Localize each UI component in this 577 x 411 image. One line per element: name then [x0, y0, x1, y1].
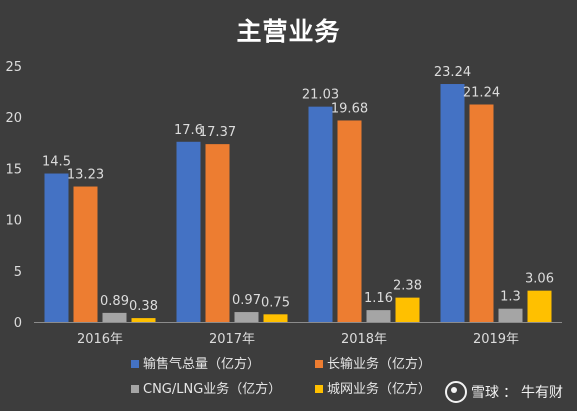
x-tick-label: 2019年	[473, 332, 519, 347]
legend-swatch	[131, 385, 139, 393]
bar	[234, 312, 259, 322]
y-tick-label: 10	[5, 214, 22, 229]
data-label: 0.75	[261, 295, 290, 310]
bar	[131, 318, 156, 322]
data-label: 0.97	[232, 293, 261, 308]
legend-swatch	[315, 385, 323, 393]
data-label: 19.68	[331, 101, 368, 116]
data-label: 21.03	[302, 88, 339, 103]
legend-swatch	[131, 360, 139, 368]
data-label: 0.89	[100, 294, 129, 309]
x-tick-label: 2016年	[77, 332, 123, 347]
data-label: 13.23	[67, 168, 104, 183]
data-label: 3.06	[525, 272, 554, 287]
legend-label: 输售气总量（亿方）	[143, 356, 260, 372]
y-tick-label: 15	[5, 162, 22, 177]
bar	[205, 144, 230, 322]
bar	[337, 120, 362, 322]
bar	[308, 106, 333, 322]
data-label: 0.38	[129, 299, 158, 314]
legend-swatch	[315, 360, 323, 368]
watermark-brand: 雪球	[471, 385, 499, 401]
data-label: 17.37	[199, 125, 236, 140]
data-label: 1.3	[500, 290, 521, 305]
data-label: 23.24	[434, 65, 471, 80]
bar	[102, 312, 127, 322]
snowball-logo-icon	[445, 381, 467, 403]
bar	[440, 84, 465, 322]
bar	[263, 314, 288, 322]
watermark-author: 牛有财	[521, 385, 563, 401]
legend-label: CNG/LNG业务（亿方）	[143, 381, 281, 397]
x-tick-label: 2018年	[341, 332, 387, 347]
legend-label: 长输业务（亿方）	[327, 356, 431, 372]
bar	[469, 104, 494, 322]
x-tick-label: 2017年	[209, 332, 255, 347]
data-label: 1.16	[364, 291, 393, 306]
data-label: 2.38	[393, 279, 422, 294]
y-tick-label: 5	[14, 265, 22, 280]
data-label: 17.6	[174, 123, 203, 138]
bar	[395, 297, 420, 322]
bar	[44, 173, 69, 322]
y-tick-label: 25	[5, 60, 22, 75]
bar	[73, 186, 98, 322]
watermark: 雪球 ： 牛有财	[445, 381, 563, 403]
bar	[498, 308, 523, 322]
chart-title: 主营业务	[236, 17, 341, 46]
data-label: 14.5	[42, 155, 71, 170]
bar	[366, 310, 391, 322]
watermark-separator: ：	[503, 385, 517, 401]
bar	[527, 290, 552, 322]
bar	[176, 141, 201, 322]
y-tick-label: 0	[14, 316, 22, 331]
data-label: 21.24	[463, 86, 500, 101]
y-tick-label: 20	[5, 111, 22, 126]
legend-label: 城网业务（亿方）	[327, 381, 431, 397]
